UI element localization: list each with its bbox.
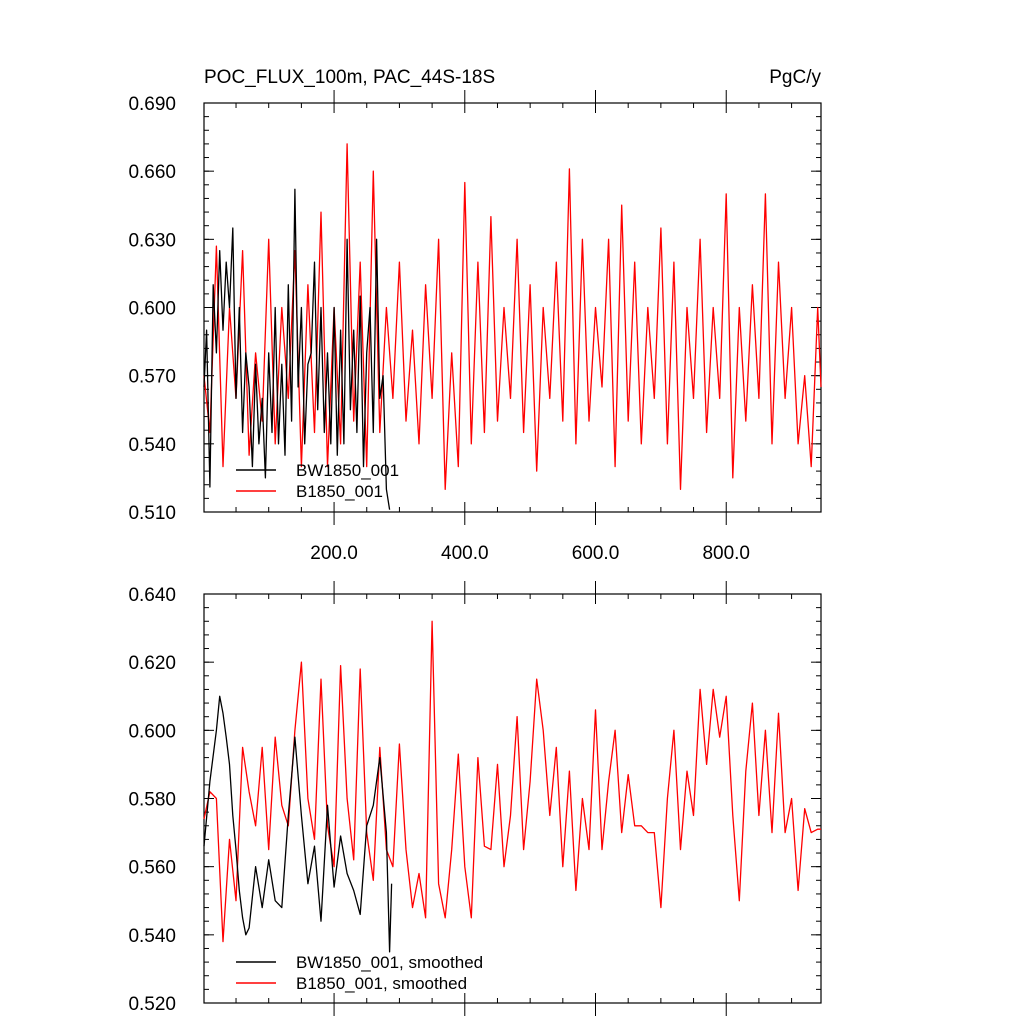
top-ytick-label: 0.660 [128,162,176,183]
bottom-legend: BW1850_001, smoothed B1850_001, smoothed [236,953,483,993]
top-series-line-1 [203,143,822,490]
top-ticks: 0.510 0.540 0.570 0.600 0.630 0.660 0.690 200.0… [128,90,821,564]
legend-label-b1850: B1850_001 [296,482,383,501]
top-ytick-label: 0.600 [128,299,176,320]
top-panel: POC_FLUX_100m, PAC_44S-18S PgC/y 0.5100.… [128,67,822,564]
top-ytick-label: 0.570 [128,367,176,388]
bottom-series-line-1 [203,620,821,943]
bottom-ytick-label: 0.540 [128,926,176,947]
top-ytick-label: 0.510 [128,503,176,524]
legend-label-bw1850-smoothed: BW1850_001, smoothed [296,953,483,972]
units-label: PgC/y [769,67,821,88]
top-xtick-label: 800.0 [702,543,750,564]
top-xtick-label: 600.0 [572,543,620,564]
bottom-ytick-label: 0.580 [128,790,176,811]
bottom-ytick-label: 0.600 [128,721,176,742]
top-legend: BW1850_001 B1850_001 [236,461,399,501]
legend-label-b1850-smoothed: B1850_001, smoothed [296,974,467,993]
top-series-lines [203,143,822,510]
top-ytick-label: 0.630 [128,230,176,251]
bottom-ytick-label: 0.520 [128,994,176,1015]
top-xtick-label: 400.0 [441,543,489,564]
bottom-ytick-label: 0.640 [128,585,176,606]
chart-title: POC_FLUX_100m, PAC_44S-18S [204,67,495,88]
legend-label-bw1850: BW1850_001 [296,461,399,480]
bottom-series-lines [203,620,821,953]
top-xtick-label: 200.0 [310,543,358,564]
bottom-panel: 0.520 0.540 0.560 0.580 0.600 0.620 0.640 BW18… [128,581,822,1016]
top-ytick-label: 0.690 [128,94,176,115]
top-ytick-label: 0.540 [128,435,176,456]
bottom-ytick-label: 0.560 [128,858,176,879]
bottom-ytick-label: 0.620 [128,653,176,674]
top-series-line-0 [203,188,391,510]
bottom-series-line-0 [203,695,393,953]
bottom-plot-frame [203,593,822,1004]
bottom-ticks: 0.520 0.540 0.560 0.580 0.600 0.620 0.640 [128,581,821,1016]
